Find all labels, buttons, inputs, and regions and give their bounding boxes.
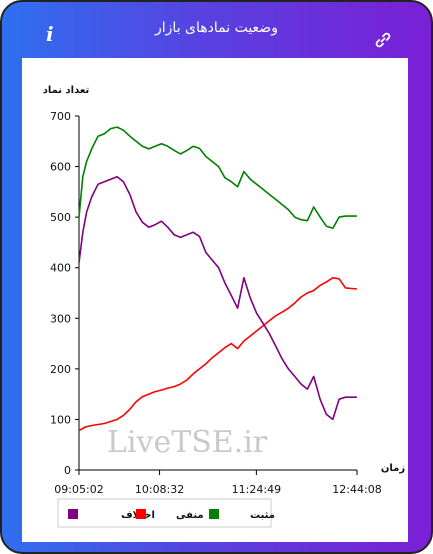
y-tick-label: 300 xyxy=(50,312,71,325)
plot-area: 0 100 200 300 400 500 600 700 09:05:02 10:08:32 11… xyxy=(50,110,382,496)
legend-label-positive: مثبت xyxy=(250,510,275,521)
line-chart: LiveTSE.ir 0 100 200 300 400 500 600 700 09:05:0… xyxy=(43,85,405,528)
y-tick-label: 200 xyxy=(50,363,71,376)
legend-label-negative: منفی xyxy=(176,510,204,521)
legend-swatch-negative xyxy=(136,509,146,519)
y-tick-label: 600 xyxy=(50,161,71,174)
y-tick-label: 500 xyxy=(50,211,71,224)
x-tick-label: 11:24:49 xyxy=(232,483,281,496)
legend-box xyxy=(57,498,272,528)
y-tick-label: 400 xyxy=(50,262,71,275)
chart-panel: LiveTSE.ir 0 100 200 300 400 500 600 700 09:05:0… xyxy=(22,58,408,542)
legend-swatch-positive xyxy=(209,509,219,519)
link-icon[interactable] xyxy=(374,31,392,49)
y-tick-label: 0 xyxy=(64,464,71,477)
x-tick-label: 12:44:08 xyxy=(332,483,381,496)
card-title: وضعیت نمادهای بازار xyxy=(155,20,278,36)
watermark: LiveTSE.ir xyxy=(107,425,268,460)
series-line-2 xyxy=(78,175,357,421)
y-tick-label: 700 xyxy=(50,110,71,123)
series-line-0 xyxy=(78,126,357,230)
series-line-1 xyxy=(78,277,357,432)
legend: اختلاف منفی مثبت xyxy=(57,498,275,528)
x-tick-label: 10:08:32 xyxy=(135,483,184,496)
x-axis-label: زمان xyxy=(381,463,405,474)
info-icon[interactable]: i xyxy=(46,22,54,46)
y-axis-label: تعداد نماد xyxy=(43,85,90,96)
x-tick-label: 09:05:02 xyxy=(54,483,103,496)
legend-swatch-difference xyxy=(68,509,78,519)
y-tick-label: 100 xyxy=(50,413,71,426)
card-header: i وضعیت نمادهای بازار xyxy=(2,2,431,56)
